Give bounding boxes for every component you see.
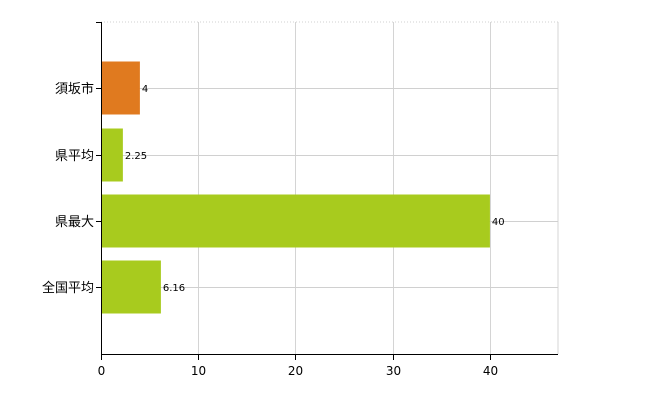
bar-2 bbox=[101, 194, 490, 248]
x-tick-label-0: 0 bbox=[98, 364, 106, 378]
axis-layer bbox=[96, 22, 558, 360]
data-label-1: 2.25 bbox=[125, 151, 147, 162]
bar-layer bbox=[101, 61, 490, 314]
bar-1 bbox=[101, 128, 123, 182]
category-label-2: 県最大 bbox=[55, 215, 94, 230]
bar-3 bbox=[101, 260, 161, 314]
data-label-2: 40 bbox=[492, 217, 505, 228]
x-tick-label-30: 30 bbox=[386, 364, 401, 378]
category-label-3: 全国平均 bbox=[42, 280, 94, 296]
x-tick-label-10: 10 bbox=[191, 364, 206, 378]
grid-layer bbox=[101, 21, 559, 354]
category-label-0: 須坂市 bbox=[55, 81, 94, 97]
category-label-1: 県平均 bbox=[55, 149, 94, 164]
data-label-3: 6.16 bbox=[163, 283, 185, 294]
bar-0 bbox=[101, 61, 140, 115]
data-label-0: 4 bbox=[142, 84, 148, 95]
x-tick-label-20: 20 bbox=[288, 364, 303, 378]
x-tick-label-40: 40 bbox=[483, 364, 498, 378]
